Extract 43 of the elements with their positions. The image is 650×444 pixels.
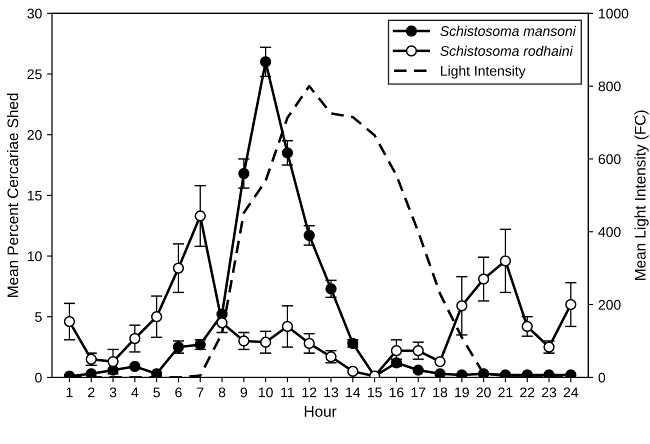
x-tick-label: 16 xyxy=(390,387,404,398)
y2-tick-label: 600 xyxy=(598,154,621,164)
x-tick-label: 4 xyxy=(131,388,138,398)
y2-tick-label: 400 xyxy=(598,227,621,237)
y2-axis-title: Mean Light Intensity (FC) xyxy=(634,110,649,280)
x-tick-label: 21 xyxy=(498,387,512,398)
x-tick-label: 18 xyxy=(433,387,448,398)
legend-label: Schistosoma rodhaini xyxy=(440,46,573,56)
x-tick-label: 2 xyxy=(88,387,94,398)
x-tick-label: 3 xyxy=(110,387,116,398)
x-tick-label: 6 xyxy=(175,387,182,398)
y-axis-title: Mean Percent Cercariae Shed xyxy=(7,94,18,297)
y2-tick-label: 0 xyxy=(598,372,606,383)
x-tick-label: 24 xyxy=(564,387,578,398)
y-tick-label: 10 xyxy=(28,251,42,262)
x-tick-label: 1 xyxy=(66,388,73,398)
x-tick-label: 10 xyxy=(258,387,273,398)
x-tick-label: 11 xyxy=(281,388,294,398)
y2-tick-label: 800 xyxy=(598,81,621,92)
x-tick-label: 17 xyxy=(412,388,426,398)
x-tick-label: 19 xyxy=(455,387,469,398)
legend-label: Light Intensity xyxy=(441,66,526,79)
y2-tick-label: 200 xyxy=(598,300,621,310)
x-tick-label: 14 xyxy=(346,388,360,398)
y-tick-label: 25 xyxy=(28,69,42,80)
x-tick-label: 13 xyxy=(324,387,338,398)
y-tick-label: 15 xyxy=(28,190,42,201)
y2-tick-label: 1000 xyxy=(599,8,628,18)
x-tick-label: 22 xyxy=(520,387,534,398)
x-tick-label: 5 xyxy=(153,388,160,398)
x-tick-label: 9 xyxy=(240,387,248,398)
y-tick-label: 30 xyxy=(27,8,42,18)
y-tick-label: 5 xyxy=(35,312,42,322)
legend-label: Schistosoma mansoni xyxy=(440,26,576,36)
x-axis-title: Hour xyxy=(304,406,336,417)
x-tick-label: 7 xyxy=(197,388,204,398)
x-tick-label: 15 xyxy=(368,388,382,398)
y-tick-label: 0 xyxy=(35,372,42,383)
x-tick-label: 8 xyxy=(218,387,226,398)
x-tick-label: 23 xyxy=(542,387,556,398)
y-tick-label: 20 xyxy=(28,130,42,140)
x-tick-label: 20 xyxy=(476,387,491,398)
x-tick-label: 12 xyxy=(302,387,316,398)
